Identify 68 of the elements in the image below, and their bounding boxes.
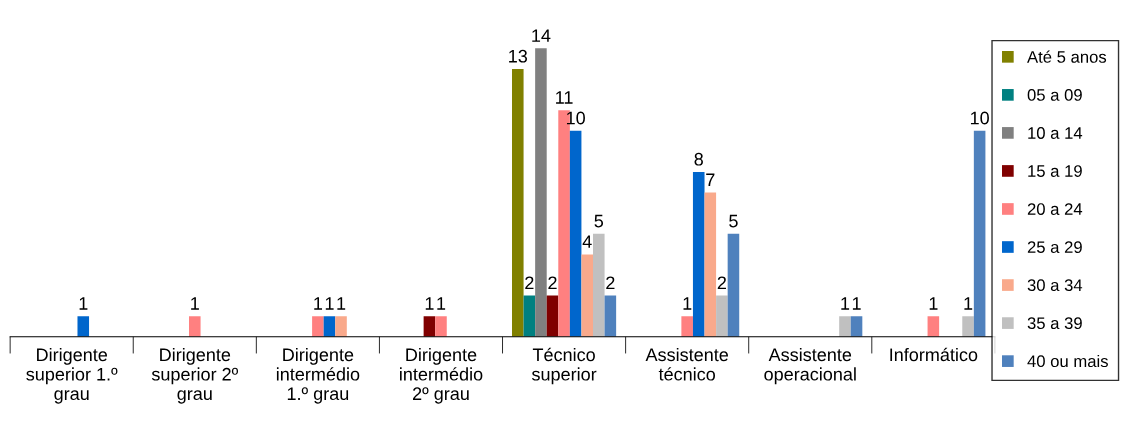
data-label: 1 [841, 297, 850, 310]
legend-label: 15 a 19 [1028, 165, 1082, 177]
bar [704, 192, 717, 337]
bar [77, 316, 90, 337]
bar [681, 316, 693, 337]
data-label: 2 [606, 276, 615, 290]
data-label: 2 [548, 276, 557, 290]
bar [546, 295, 559, 337]
legend-label: Até 5 anos [1027, 50, 1107, 63]
x-tick-label: Assistente técnico [645, 347, 729, 381]
data-label: 4 [582, 235, 592, 248]
data-label: 1 [191, 297, 199, 310]
bar [569, 130, 582, 337]
data-label: 1 [337, 297, 346, 310]
data-label: 1 [325, 297, 334, 310]
bar [839, 316, 851, 337]
x-tick-label: Assistente operacional [764, 347, 856, 385]
bar [604, 295, 617, 337]
data-label: 8 [694, 152, 703, 166]
bar [962, 316, 974, 337]
bar [716, 295, 728, 337]
data-label: 1 [437, 297, 446, 310]
bar [727, 233, 740, 337]
data-label: 2 [525, 276, 534, 290]
bar [927, 316, 940, 337]
data-label: 14 [532, 29, 551, 42]
data-label: 11 [556, 91, 573, 104]
bar [692, 171, 705, 337]
legend-label: 25 a 29 [1027, 241, 1082, 254]
data-label: 1 [683, 297, 692, 310]
data-label: 1 [425, 297, 434, 310]
legend-label: 30 a 34 [1027, 279, 1083, 292]
bar [581, 254, 593, 337]
x-tick-label: Dirigente intermédio 2º grau [400, 347, 483, 404]
x-tick-label: Dirigente superior 2º grau [151, 347, 239, 404]
data-label: 10 [970, 111, 989, 125]
bar [535, 48, 547, 337]
data-label: 1 [79, 297, 88, 310]
legend-label: 35 a 39 [1027, 317, 1082, 330]
legend-label: 40 ou mais [1027, 354, 1108, 368]
data-label: 13 [509, 49, 528, 63]
data-label: 5 [729, 214, 738, 228]
data-label: 10 [566, 111, 585, 125]
bar [423, 316, 436, 337]
bar [523, 295, 536, 337]
legend-label: 10 a 14 [1028, 127, 1083, 139]
x-tick-label: Dirigente superior 1.º grau [26, 347, 118, 404]
bar [435, 316, 447, 337]
bar [593, 233, 605, 337]
bar [512, 68, 524, 337]
bar [189, 316, 201, 337]
x-tick-label: Dirigente intermédio 1.º grau [276, 347, 360, 404]
x-tick-label: Técnico superior [531, 347, 597, 385]
legend-label: 20 a 24 [1027, 203, 1083, 215]
data-label: 2 [717, 276, 726, 290]
data-label: 1 [964, 297, 973, 310]
data-label: 7 [706, 173, 715, 187]
data-label: 1 [314, 297, 323, 310]
x-tick-label: Informático [890, 347, 978, 362]
data-label: 1 [929, 297, 938, 310]
legend-label: 05 a 09 [1027, 89, 1082, 101]
bar [335, 316, 347, 337]
data-label: 5 [594, 214, 604, 228]
bar [850, 316, 863, 337]
data-label: 1 [852, 297, 861, 310]
bar [312, 316, 324, 337]
bar [323, 316, 336, 337]
bar [973, 130, 986, 337]
